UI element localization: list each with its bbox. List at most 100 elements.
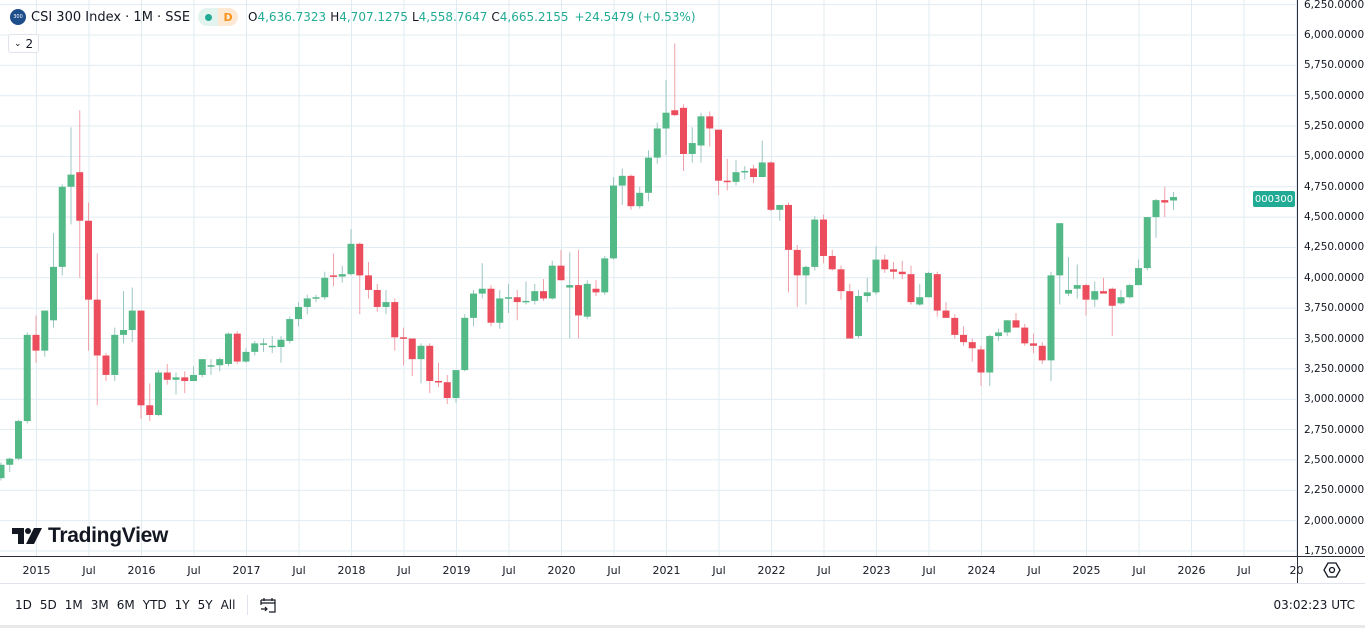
- range-button-5d[interactable]: 5D: [39, 597, 57, 612]
- candle: [951, 314, 959, 339]
- candle: [557, 249, 565, 281]
- time-axis-tick: Jul: [187, 564, 201, 577]
- candle: [93, 253, 101, 406]
- candle: [583, 280, 591, 320]
- collapse-count: 2: [25, 36, 34, 51]
- price-axis-tick: 2,750.0000: [1304, 423, 1365, 436]
- go-to-date-button[interactable]: [258, 595, 278, 615]
- candle: [732, 160, 740, 186]
- time-axis[interactable]: 2015 Jul 2016 Jul 2017 Jul 2018 Jul 2019 Jul 2020 J…: [0, 556, 1304, 583]
- market-status-badge[interactable]: D: [198, 8, 239, 26]
- high-label: H: [330, 10, 340, 24]
- watermark-text: TradingView: [48, 524, 169, 547]
- time-axis-tick: Jul: [607, 564, 621, 577]
- candle: [942, 302, 950, 318]
- candle: [697, 112, 705, 163]
- utc-clock[interactable]: 03:02:23 UTC: [1273, 597, 1356, 612]
- candle: [435, 362, 442, 388]
- price-axis[interactable]: 6,250.0000 6,000.0000 5,750.0000 5,500.0000…: [1297, 0, 1365, 557]
- candle: [1126, 283, 1134, 299]
- range-button-1d[interactable]: 1D: [15, 597, 32, 612]
- candle: [137, 310, 145, 419]
- candle: [1091, 281, 1099, 307]
- candle: [723, 158, 731, 191]
- candle: [1038, 342, 1046, 365]
- candle: [592, 280, 600, 297]
- candle: [0, 462, 5, 481]
- chart-settings-button[interactable]: [1297, 556, 1365, 583]
- candle: [627, 174, 635, 210]
- candle: [1082, 283, 1090, 316]
- candle: [163, 364, 171, 385]
- candle: [251, 340, 259, 356]
- candle: [1108, 287, 1116, 337]
- candle: [785, 202, 792, 293]
- price-chart-pane[interactable]: [0, 0, 1297, 556]
- candle: [986, 334, 994, 386]
- candle: [58, 184, 66, 276]
- candle: [513, 289, 521, 321]
- change-value: +24.5479 (+0.53%): [574, 10, 696, 24]
- candle: [391, 298, 399, 351]
- delayed-data-badge: D: [218, 8, 239, 26]
- tradingview-watermark[interactable]: TradingView: [12, 524, 168, 548]
- time-axis-tick: Jul: [817, 564, 831, 577]
- candle: [1170, 191, 1177, 210]
- indicators-collapse-button[interactable]: ⌄ 2: [8, 34, 40, 53]
- candle: [295, 302, 302, 327]
- range-button-6m[interactable]: 6M: [116, 597, 135, 612]
- price-axis-tick: 3,750.0000: [1304, 302, 1365, 315]
- candle: [172, 372, 180, 395]
- candle: [802, 265, 810, 305]
- range-button-ytd[interactable]: YTD: [142, 597, 167, 612]
- candle: [120, 291, 127, 344]
- candle: [828, 249, 836, 271]
- candle: [881, 254, 889, 273]
- candle: [6, 457, 14, 473]
- range-button-all[interactable]: All: [220, 597, 236, 612]
- candle: [715, 129, 722, 196]
- chevron-down-icon: ⌄: [14, 38, 22, 49]
- candle: [907, 265, 915, 305]
- candle: [286, 316, 294, 344]
- candle: [548, 260, 556, 300]
- market-open-dot-icon: [198, 8, 219, 26]
- candle: [50, 232, 57, 328]
- time-axis-tick: 2021: [652, 564, 681, 577]
- candle: [898, 260, 906, 280]
- range-button-1y[interactable]: 1Y: [174, 597, 190, 612]
- candle: [680, 104, 687, 171]
- candle: [575, 249, 582, 339]
- range-button-5y[interactable]: 5Y: [197, 597, 213, 612]
- candle: [960, 326, 967, 346]
- candle: [671, 43, 679, 117]
- time-axis-tick: 2016: [127, 564, 156, 577]
- candle: [268, 336, 276, 354]
- candle: [750, 164, 757, 184]
- candle: [242, 348, 250, 363]
- symbol-title[interactable]: CSI 300 Index · 1M · SSE: [31, 9, 191, 25]
- candle: [601, 255, 609, 295]
- candle: [76, 110, 84, 278]
- candle: [1012, 313, 1020, 328]
- candle: [872, 246, 880, 295]
- time-axis-tick: Jul: [1237, 564, 1251, 577]
- last-price-label: 000300: [1253, 191, 1295, 207]
- candle: [128, 287, 136, 343]
- calendar-goto-icon: [260, 597, 277, 613]
- candle: [41, 310, 49, 357]
- time-axis-tick: 2023: [862, 564, 891, 577]
- candle: [540, 279, 547, 301]
- candle: [977, 345, 985, 386]
- candle: [995, 328, 1002, 341]
- symbol-legend: 300 CSI 300 Index · 1M · SSE D O 4,636.73…: [10, 8, 696, 26]
- candle: [505, 283, 512, 314]
- date-range-buttons: 1D 5D 1M 3M 6M YTD 1Y 5Y All: [11, 598, 239, 612]
- candle: [767, 161, 775, 212]
- range-button-3m[interactable]: 3M: [90, 597, 109, 612]
- price-axis-tick: 5,750.0000: [1304, 59, 1365, 72]
- settings-gear-icon: [1322, 562, 1341, 578]
- range-button-1m[interactable]: 1M: [64, 597, 83, 612]
- candle: [1003, 320, 1011, 337]
